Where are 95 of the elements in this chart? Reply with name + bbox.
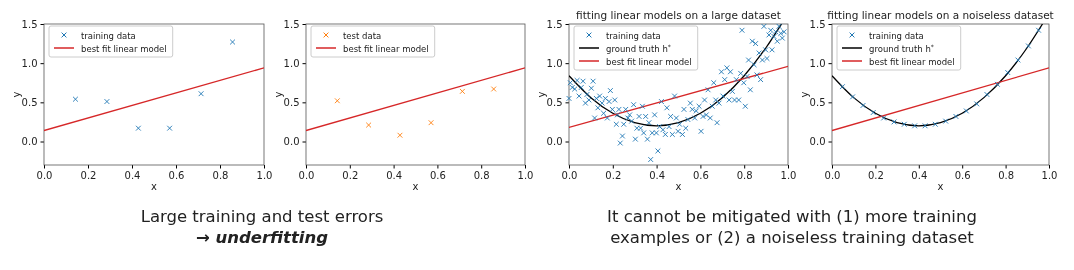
point: [860, 102, 866, 109]
y-tick-label: 0.0: [809, 136, 826, 148]
x-tick-label: 0.8: [473, 169, 490, 181]
point: [397, 132, 403, 139]
legend-label: best fit linear model: [81, 43, 167, 54]
point: [166, 125, 173, 132]
x-tick-label: 0.4: [911, 169, 928, 181]
x-tick-label: 1.0: [780, 169, 797, 181]
x-tick-label: 1.0: [256, 169, 273, 181]
y-tick-label: 1.0: [21, 57, 38, 69]
point: [1035, 27, 1042, 34]
point: [490, 86, 497, 92]
x-axis-title: x: [412, 181, 419, 192]
legend-label: training data: [869, 30, 924, 41]
point: [72, 96, 79, 103]
y-tick-label: 0.5: [21, 97, 38, 109]
x-tick-label: 0.2: [605, 169, 622, 181]
point: [198, 90, 204, 97]
y-tick-label: 0.5: [546, 97, 563, 109]
y-tick-label: 1.5: [809, 18, 826, 30]
y-tick-label: 1.5: [546, 18, 563, 30]
point: [428, 119, 434, 126]
y-tick-label: 1.5: [21, 18, 38, 30]
point: [459, 88, 466, 95]
point: [901, 121, 908, 128]
x-tick-label: 0.8: [736, 169, 753, 181]
y-axis-title: y: [536, 91, 547, 98]
x-tick-label: 0.4: [124, 169, 141, 181]
legend-label: test data: [343, 30, 382, 41]
x-tick-label: 1.0: [1041, 169, 1058, 181]
point: [973, 101, 980, 107]
x-tick-label: 0.8: [998, 169, 1015, 181]
point: [984, 91, 990, 98]
legend-label: training data: [606, 30, 661, 41]
y-tick-label: 1.0: [809, 57, 826, 69]
x-tick-label: 0.2: [342, 169, 359, 181]
legend-label: best fit linear model: [343, 43, 429, 54]
x-axis-title: x: [937, 181, 944, 192]
point: [849, 94, 856, 100]
x-tick-label: 1.0: [517, 169, 534, 181]
y-tick-label: 0.5: [283, 97, 300, 109]
point: [839, 83, 846, 90]
legend-label: best fit linear model: [869, 56, 955, 67]
x-tick-label: 0.4: [386, 169, 403, 181]
y-tick-label: 1.0: [283, 57, 300, 69]
x-tick-label: 0.2: [80, 169, 97, 181]
point: [870, 109, 877, 116]
text: Large training and test errors → underfitting: [140, 207, 384, 247]
y-tick-label: 0.0: [21, 136, 38, 148]
y-axis-title: y: [799, 91, 810, 98]
point: [1004, 69, 1011, 76]
x-tick-label: 0.0: [824, 169, 841, 181]
x-tick-label: 0.6: [692, 169, 709, 181]
x-axis-title: x: [675, 181, 682, 192]
x-tick-label: 0.8: [212, 169, 229, 181]
point: [911, 122, 918, 129]
point: [891, 119, 897, 125]
point: [932, 121, 939, 128]
point: [953, 113, 959, 120]
point: [963, 108, 970, 114]
x-tick-label: 0.4: [649, 169, 666, 181]
point: [365, 122, 372, 128]
y-tick-label: 0.5: [809, 97, 826, 109]
point: [1025, 43, 1032, 49]
point: [334, 97, 341, 104]
line-series: [569, 24, 783, 127]
y-tick-label: 0.0: [283, 136, 300, 148]
x-axis-title: x: [151, 181, 158, 192]
x-tick-label: 0.6: [429, 169, 446, 181]
x-tick-label: 0.0: [561, 169, 578, 181]
point: [994, 81, 1001, 88]
chart-title: fitting linear models on a noiseless dataset: [827, 9, 1054, 21]
line-series: [832, 24, 1044, 127]
point: [104, 98, 110, 105]
legend-label: training data: [81, 30, 136, 41]
legend-label: best fit linear model: [606, 56, 692, 67]
legend-label: ground truth h$^{*}$: [606, 42, 671, 54]
chart-title: fitting linear models on a large dataset: [576, 9, 781, 21]
y-tick-label: 0.0: [546, 136, 563, 148]
text: It cannot be mitigated with (1) more training examples or (2) a noiseless training dataset: [607, 207, 977, 247]
x-tick-label: 0.6: [168, 169, 185, 181]
x-tick-label: 0.6: [954, 169, 971, 181]
point: [135, 125, 142, 132]
point: [942, 118, 949, 124]
legend-label: ground truth h$^{*}$: [869, 42, 934, 54]
y-tick-label: 1.0: [546, 57, 563, 69]
x-tick-label: 0.0: [298, 169, 315, 181]
point: [922, 122, 928, 129]
y-axis-title: y: [273, 91, 284, 98]
x-tick-label: 0.2: [867, 169, 884, 181]
y-tick-label: 1.5: [283, 18, 300, 30]
y-axis-title: y: [11, 91, 22, 98]
point: [229, 39, 236, 45]
x-tick-label: 0.0: [36, 169, 53, 181]
point: [880, 115, 887, 121]
